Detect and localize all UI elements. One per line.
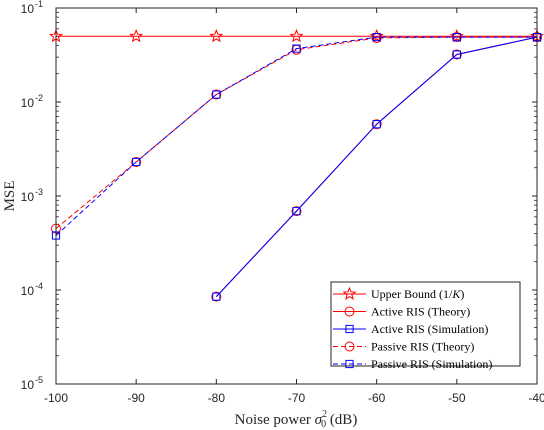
data-point [451, 49, 462, 60]
data-point [292, 44, 301, 53]
y-axis-ticks: 10-5 10-4 10-3 10-2 10-1 [21, 0, 537, 392]
series-2 [212, 33, 542, 301]
x-tick-label: -40 [528, 391, 544, 405]
data-point [291, 206, 302, 217]
x-tick-label: -80 [208, 391, 226, 405]
x-tick-label: -60 [368, 391, 386, 405]
legend-label: Active RIS (Simulation) [371, 322, 488, 336]
series-layer [48, 28, 544, 302]
data-point [292, 207, 301, 216]
data-point [372, 33, 381, 42]
data-point [369, 28, 384, 43]
x-tick-label: -90 [127, 391, 145, 405]
data-point [211, 89, 222, 100]
data-point [289, 28, 304, 43]
data-point [209, 28, 224, 43]
x-axis-label: Noise power σ2 0 (dB) [235, 409, 358, 430]
data-point [129, 28, 144, 43]
legend-label: Upper Bound (1/K) [371, 287, 464, 301]
legend-marker [342, 286, 357, 300]
x-tick-label: -70 [288, 391, 306, 405]
data-point [449, 28, 464, 43]
data-point [452, 33, 461, 42]
y-tick-label: 10-3 [21, 187, 43, 204]
y-tick-label: 10-2 [21, 93, 43, 110]
data-point [371, 119, 382, 130]
data-point [212, 292, 221, 301]
legend-label: Active RIS (Theory) [371, 305, 470, 319]
legend-label: Passive RIS (Simulation) [371, 357, 492, 371]
series-0 [48, 28, 544, 43]
legend-box [330, 281, 521, 367]
series-line [55, 36, 537, 236]
y-tick-label: 10-1 [21, 0, 43, 16]
legend-marker [344, 341, 355, 352]
x-tick-label: -100 [44, 391, 68, 405]
data-point [132, 157, 141, 167]
data-point [452, 50, 461, 59]
data-point [211, 291, 222, 302]
legend-marker [344, 306, 355, 317]
data-point [131, 156, 142, 167]
legend-label: Passive RIS (Theory) [371, 340, 474, 354]
series-line [215, 36, 538, 297]
legend: Upper Bound (1/K) Active RIS (Theory) Acti… [330, 281, 521, 371]
y-axis-label: MSE [2, 181, 18, 212]
data-point [212, 90, 221, 99]
data-point [372, 120, 381, 129]
legend-marker [345, 359, 354, 369]
legend-marker [345, 324, 354, 334]
y-tick-label: 10-5 [21, 375, 43, 392]
y-tick-label: 10-4 [21, 281, 43, 298]
x-tick-label: -50 [448, 391, 466, 405]
x-axis-ticks: -100 -90 -80 -70 -60 -50 -40 [44, 8, 544, 405]
data-point [451, 32, 462, 43]
